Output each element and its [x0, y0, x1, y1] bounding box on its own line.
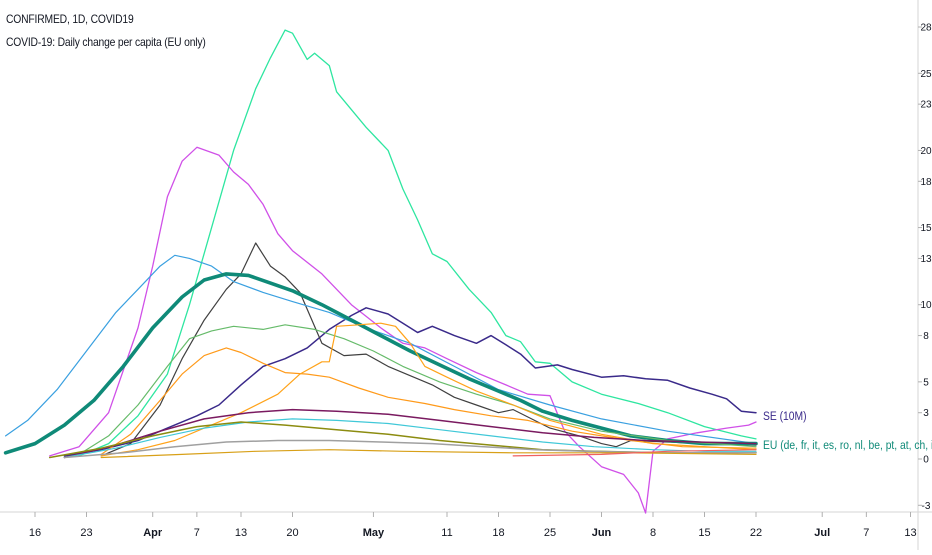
y-tick-label: 18 — [920, 177, 932, 188]
x-tick-label: 20 — [286, 527, 298, 539]
y-tick-label: 20 — [920, 146, 932, 157]
x-tick-label: Apr — [143, 527, 163, 539]
y-tick-label: 8 — [923, 331, 929, 342]
x-tick-label: 13 — [235, 527, 247, 539]
y-tick-label: 0 — [923, 455, 929, 466]
y-tick-label: 28 — [920, 23, 932, 34]
series-line-4[interactable] — [100, 242, 757, 457]
y-tick-label: 23 — [920, 100, 932, 111]
x-tick-label: 23 — [80, 527, 92, 539]
y-tick-label: -3 — [922, 501, 931, 512]
x-tick-label: Jul — [814, 527, 830, 539]
x-tick-label: 13 — [904, 527, 916, 539]
x-tick-label: 25 — [544, 527, 556, 539]
series-line-7[interactable] — [78, 324, 757, 455]
x-tick-label: 22 — [750, 527, 762, 539]
series-line-13[interactable] — [63, 439, 757, 459]
x-tick-label: 18 — [492, 527, 504, 539]
series-label-eu: EU (de, fr, it, es, ro, nl, be, pt, at, … — [763, 439, 932, 452]
series-line-10[interactable] — [63, 408, 757, 459]
x-tick-label: 8 — [650, 527, 656, 539]
series-line-15[interactable] — [512, 449, 757, 457]
series-line-5[interactable] — [5, 254, 757, 445]
series-line-3[interactable] — [63, 307, 757, 457]
series-line-2[interactable] — [49, 146, 757, 514]
series-line-1[interactable] — [78, 29, 757, 457]
chart-symbol-title: CONFIRMED, 1D, COVID19 — [6, 12, 134, 26]
series-line-6[interactable] — [3, 272, 758, 455]
x-tick-label: 11 — [441, 527, 452, 539]
y-tick-label: 5 — [923, 377, 929, 388]
x-tick-label: May — [363, 527, 385, 539]
y-tick-label: 25 — [920, 69, 932, 80]
x-tick-label: 16 — [29, 527, 41, 539]
x-tick-label: 7 — [194, 527, 200, 539]
x-tick-label: 7 — [863, 527, 869, 539]
series-line-11[interactable] — [63, 418, 757, 459]
series-line-9[interactable] — [100, 322, 757, 457]
x-tick-label: 15 — [698, 527, 710, 539]
y-tick-label: 13 — [920, 254, 932, 265]
series-line-14[interactable] — [100, 449, 757, 459]
series-label-se: SE (10M) — [763, 410, 807, 423]
y-tick-label: 3 — [923, 408, 929, 419]
indicator-title: COVID-19: Daily change per capita (EU on… — [6, 35, 206, 49]
y-tick-label: 10 — [920, 300, 932, 311]
y-tick-label: 15 — [920, 223, 932, 234]
x-tick-label: Jun — [592, 527, 612, 539]
series-line-8[interactable] — [100, 347, 757, 455]
